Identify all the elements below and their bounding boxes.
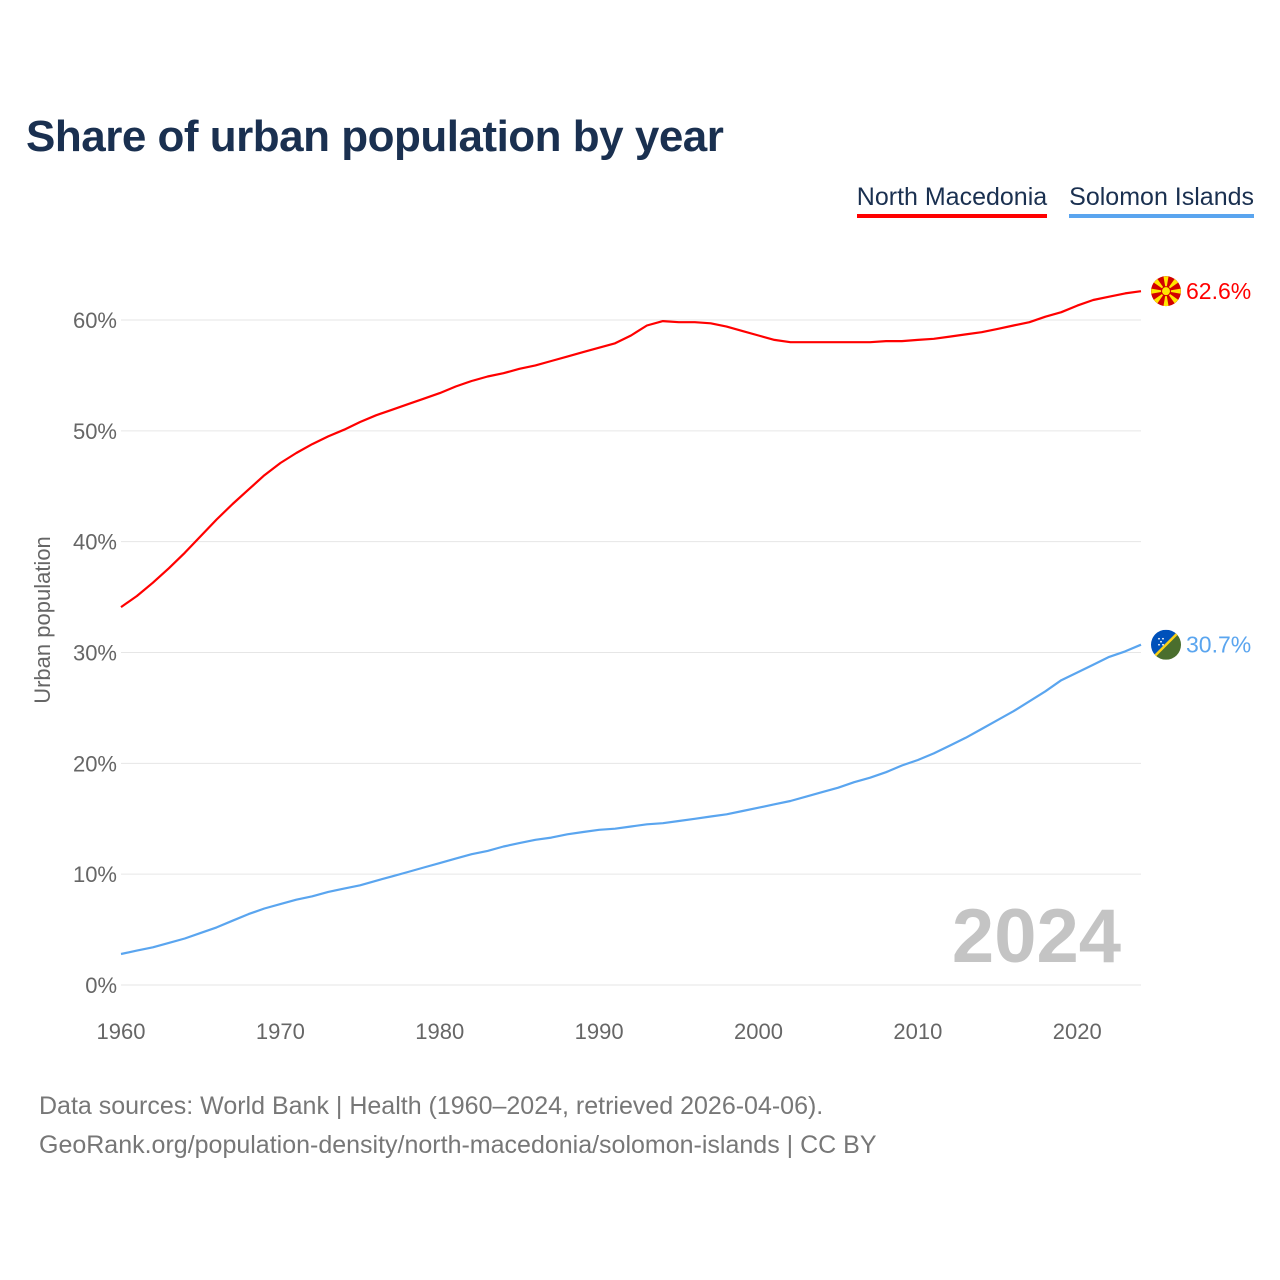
y-tick-label: 50% bbox=[73, 419, 117, 444]
x-tick-label: 2020 bbox=[1053, 1019, 1102, 1044]
series-line-north-macedonia bbox=[120, 290, 1142, 609]
x-tick-label: 1970 bbox=[256, 1019, 305, 1044]
x-tick-label: 1960 bbox=[97, 1019, 146, 1044]
x-tick-label: 2010 bbox=[893, 1019, 942, 1044]
x-tick-label: 1980 bbox=[415, 1019, 464, 1044]
y-axis-title: Urban population bbox=[30, 536, 55, 704]
north-macedonia-flag-icon bbox=[1151, 276, 1181, 307]
y-tick-label: 20% bbox=[73, 751, 117, 776]
y-tick-label: 30% bbox=[73, 641, 117, 666]
series-line-solomon-islands bbox=[120, 643, 1142, 956]
x-tick-label: 1990 bbox=[575, 1019, 624, 1044]
x-tick-label: 2000 bbox=[734, 1019, 783, 1044]
y-tick-label: 40% bbox=[73, 530, 117, 555]
end-value-label-north-macedonia: 62.6% bbox=[1186, 278, 1251, 304]
end-value-label-solomon-islands: 30.7% bbox=[1186, 632, 1251, 658]
legend-item-solomon-islands[interactable]: Solomon Islands bbox=[1069, 183, 1254, 218]
y-tick-label: 10% bbox=[73, 862, 117, 887]
year-watermark: 2024 bbox=[952, 894, 1121, 979]
solomon-islands-flag-icon bbox=[1151, 629, 1181, 660]
chart-title: Share of urban population by year bbox=[26, 112, 724, 161]
source-url-text: GeoRank.org/population-density/north-mac… bbox=[39, 1131, 877, 1159]
y-tick-label: 60% bbox=[73, 308, 117, 333]
y-tick-label: 0% bbox=[85, 973, 117, 998]
data-source-text: Data sources: World Bank | Health (1960–… bbox=[39, 1092, 824, 1120]
legend: North Macedonia Solomon Islands bbox=[856, 183, 1254, 218]
footer: Data sources: World Bank | Health (1960–… bbox=[39, 1087, 877, 1165]
legend-item-north-macedonia[interactable]: North Macedonia bbox=[856, 183, 1048, 218]
